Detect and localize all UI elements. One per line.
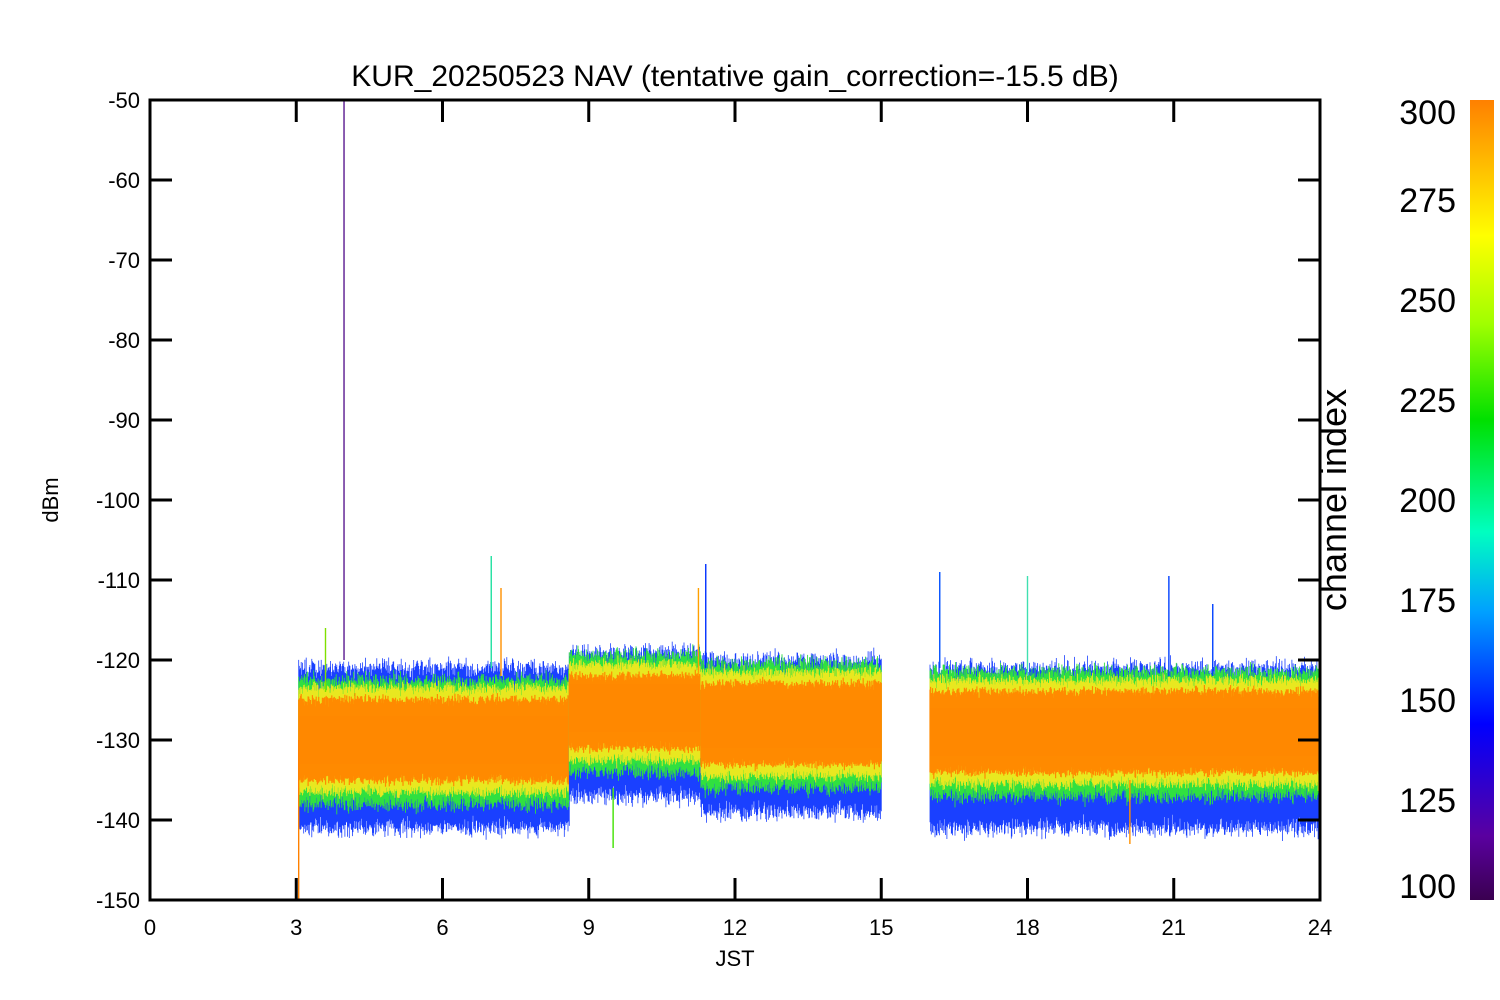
y-tick-label: -150 [96, 888, 140, 913]
series-median-band [298, 716, 570, 764]
series-segment [700, 647, 882, 823]
y-tick-label: -80 [108, 328, 140, 353]
x-tick-label: 21 [1162, 915, 1186, 940]
x-tick-label: 0 [144, 915, 156, 940]
x-tick-label: 24 [1308, 915, 1332, 940]
colorbar-tick-label: 225 [1399, 382, 1456, 420]
colorbar-tick-label: 200 [1399, 482, 1456, 520]
plot-area [297, 100, 1320, 900]
series-segment [298, 656, 570, 840]
x-tick-label: 15 [869, 915, 893, 940]
y-tick-label: -60 [108, 168, 140, 193]
series-segment [568, 641, 702, 809]
x-tick-label: 12 [723, 915, 747, 940]
y-tick-label: -110 [98, 568, 140, 593]
y-tick-label: -140 [96, 808, 140, 833]
x-tick-label: 3 [290, 915, 302, 940]
colorbar-label: channel index [1313, 389, 1354, 611]
y-tick-label: -90 [108, 408, 140, 433]
colorbar [1470, 100, 1494, 900]
x-tick-label: 9 [583, 915, 595, 940]
y-tick-label: -100 [96, 488, 140, 513]
y-axis-label: dBm [38, 477, 63, 522]
series-median-band [930, 708, 1320, 756]
colorbar-tick-label: 125 [1399, 782, 1456, 820]
series-median-band [569, 684, 701, 732]
y-tick-label: -120 [96, 648, 140, 673]
y-tick-label: -50 [108, 88, 140, 113]
colorbar-tick-label: 100 [1399, 868, 1456, 906]
colorbar-tick-label: 300 [1399, 94, 1456, 132]
colorbar-tick-label: 175 [1399, 582, 1456, 620]
chart-title: KUR_20250523 NAV (tentative gain_correct… [351, 60, 1118, 93]
x-tick-label: 6 [436, 915, 448, 940]
colorbar-tick-label: 150 [1399, 682, 1456, 720]
axes: 0 3 6 9 12 15 18 21 24 -50 -60 -70 -80 -90 -100 -110 -12… [96, 88, 1332, 940]
x-tick-label: 18 [1015, 915, 1039, 940]
series-segment [929, 655, 1320, 841]
y-tick-label: -70 [108, 248, 140, 273]
y-tick-label: -130 [96, 728, 140, 753]
series-median-band [700, 700, 882, 748]
colorbar-ticks: 100 125 150 175 200 225 250 275 300 [1399, 94, 1456, 906]
colorbar-tick-label: 250 [1399, 282, 1456, 320]
x-axis-label: JST [715, 946, 754, 971]
colorbar-tick-label: 275 [1399, 182, 1456, 220]
